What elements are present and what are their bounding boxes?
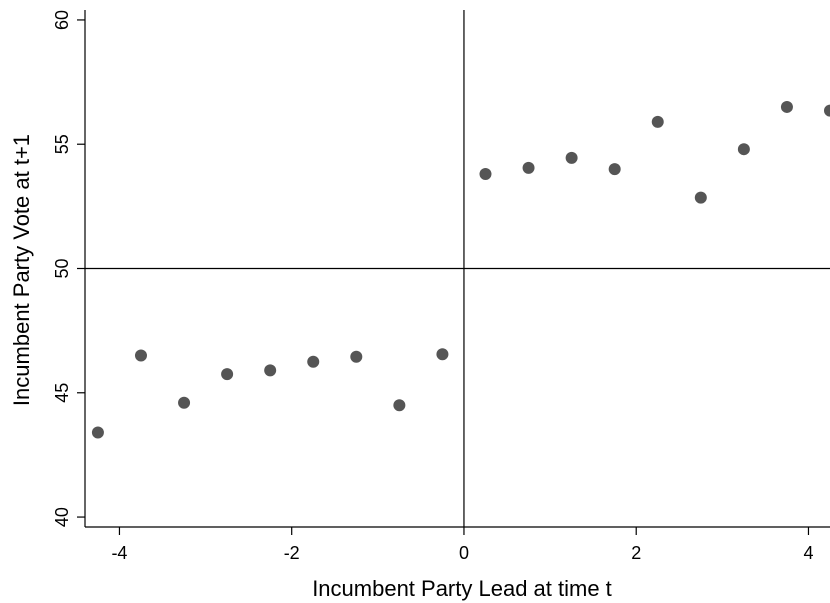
x-tick-label: 2 [631,543,641,563]
y-axis-ticks: 40 45 50 55 60 [52,10,85,527]
y-tick-label: 45 [52,383,72,403]
data-point [178,396,191,409]
y-tick-label: 60 [52,10,72,30]
x-axis-title: Incumbent Party Lead at time t [312,576,612,601]
y-axis-title: Incumbent Party Vote at t+1 [9,134,34,406]
data-point [565,151,578,164]
data-point [824,104,830,117]
data-point [307,355,320,368]
data-point [694,191,707,204]
y-tick-label: 50 [52,258,72,278]
x-tick-label: 0 [459,543,469,563]
data-point [608,163,621,176]
x-tick-label: -2 [284,543,300,563]
reference-lines [85,10,830,527]
data-point [737,143,750,156]
data-points [91,100,830,439]
data-point [134,349,147,362]
data-point [393,399,406,412]
x-tick-label: 4 [803,543,813,563]
data-point [522,161,535,174]
data-point [479,168,492,181]
data-point [350,350,363,363]
x-axis-ticks: -4 -2 0 2 4 [111,527,813,563]
data-point [264,364,277,377]
data-point [780,100,793,113]
x-tick-label: -4 [111,543,127,563]
data-point [436,348,449,361]
y-tick-label: 40 [52,507,72,527]
data-point [651,115,664,128]
data-point [221,368,234,381]
data-point [91,426,104,439]
y-tick-label: 55 [52,134,72,154]
